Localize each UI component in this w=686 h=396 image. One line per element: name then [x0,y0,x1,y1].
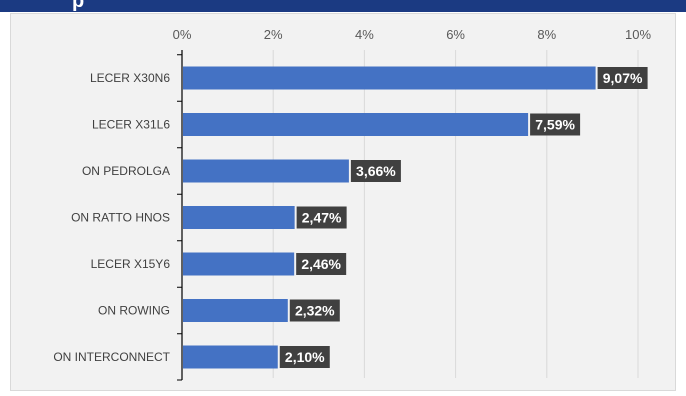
data-label: 2,47% [302,210,342,226]
x-tick-label: 2% [264,27,283,42]
category-label: ON ROWING [98,304,170,318]
data-label: 2,32% [295,303,335,319]
data-label: 2,46% [301,256,341,272]
header-bar: p [0,0,686,12]
data-label-box [530,113,581,136]
category-label: LECER X30N6 [90,71,170,85]
category-label: ON PEDROLGA [82,164,170,178]
data-label-box [296,206,347,229]
bar [183,345,278,369]
data-label: 2,10% [285,349,325,365]
data-label-box [296,253,347,275]
x-tick-label: 0% [173,27,192,42]
data-label-box [279,346,330,368]
bar [183,299,288,322]
x-tick-label: 10% [625,27,651,42]
x-tick-label: 8% [537,27,556,42]
header-title: p [72,0,85,12]
data-label-box [597,67,648,89]
bar [183,159,349,183]
bar [183,66,596,90]
category-label: LECER X31L6 [92,118,170,132]
category-label: ON RATTO HNOS [71,211,170,225]
data-label: 3,66% [356,163,396,179]
data-label: 9,07% [603,70,643,86]
category-label: LECER X15Y6 [91,257,171,271]
data-label-box [289,299,340,322]
bar [183,206,295,229]
data-label-box [350,160,401,182]
bar [183,252,295,276]
bar [183,113,529,136]
x-tick-label: 4% [355,27,374,42]
category-label: ON INTERCONNECT [53,350,170,364]
x-tick-label: 6% [446,27,465,42]
data-label: 7,59% [535,117,575,133]
